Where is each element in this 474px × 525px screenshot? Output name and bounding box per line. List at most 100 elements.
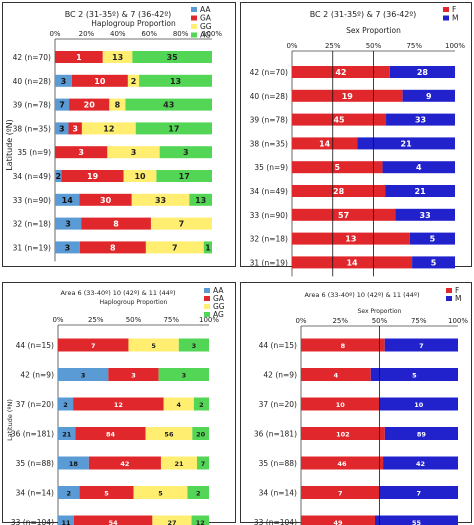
x-tick-label: 25% <box>332 317 348 325</box>
y-category-label: 38 (n=35) <box>250 139 288 148</box>
bar-segment-aa <box>58 486 80 499</box>
bar-value-label: 10 <box>336 401 346 409</box>
bar-value-label: 46 <box>338 460 348 468</box>
bar-value-label: 42 <box>416 460 425 468</box>
bar-value-label: 20 <box>84 101 96 110</box>
bar-value-label: 33 <box>420 211 431 220</box>
y-category-label: 39 (n=78) <box>250 116 288 125</box>
bar-value-label: 3 <box>81 372 86 380</box>
bar-segment-f <box>292 137 358 150</box>
bar-value-label: 13 <box>112 53 123 62</box>
bar-value-label: 8 <box>341 342 346 350</box>
bar-segment-f <box>301 456 384 470</box>
legend-swatch-ag <box>191 32 197 38</box>
bar-value-label: 5 <box>412 372 417 380</box>
bar-value-label: 4 <box>334 372 339 380</box>
bar-value-label: 17 <box>168 124 179 133</box>
bar-value-label: 27 <box>167 519 176 525</box>
bar-segment-gg <box>145 241 204 254</box>
bar-value-label: 21 <box>62 431 72 439</box>
bar-segment-m <box>395 208 455 221</box>
bar-value-label: 49 <box>333 519 343 525</box>
bar-segment-ga <box>68 122 82 135</box>
bar-value-label: 3 <box>59 124 65 133</box>
bar-segment-m <box>384 338 458 352</box>
x-axis-title: Haplogroup Proportion <box>91 19 176 28</box>
bar-segment-ag <box>191 515 209 525</box>
chart-br: Area 6 (33-40º) 10 (42º) & 11 (44º) Sex P… <box>254 286 468 525</box>
bar-segment-f <box>301 515 375 525</box>
bar-value-label: 2 <box>55 172 61 181</box>
bar-value-label: 30 <box>100 196 112 205</box>
bar-segment-ga <box>79 486 134 499</box>
bar-value-label: 7 <box>416 490 421 498</box>
bar-segment-f <box>292 232 410 245</box>
bar-segment-ga <box>55 51 103 63</box>
y-category-label: 35 (n=88) <box>259 459 297 468</box>
bar-value-label: 28 <box>417 68 429 77</box>
x-tick-label: 40% <box>110 30 126 38</box>
bar-value-label: 7 <box>201 460 206 468</box>
legend-swatch-aa <box>191 7 197 12</box>
bar-value-label: 57 <box>338 211 349 220</box>
legend-label: AG <box>200 31 211 40</box>
bar-value-label: 10 <box>94 77 106 86</box>
bar-segment-m <box>379 397 458 411</box>
x-tick-label: 75% <box>411 317 427 325</box>
chart-tl: BC 2 (31-35º) & 7 (36-42º)Haplogroup Pro… <box>5 5 222 262</box>
legend-label: GA <box>213 294 225 303</box>
bar-segment-ag <box>158 368 209 381</box>
bar-segment-m <box>382 161 455 174</box>
bar-value-label: 17 <box>179 172 190 181</box>
bar-value-label: 2 <box>63 401 68 409</box>
y-axis-title: Latitude (ºN) <box>5 119 14 170</box>
bar-segment-ga <box>61 170 124 182</box>
x-tick-label: 25% <box>325 42 341 50</box>
bar-segment-f <box>301 368 371 381</box>
chart-bl: Area 6 (33-40º) 10 (42º) & 11 (44º) Haplo… <box>6 286 225 525</box>
bar-segment-gg <box>160 456 197 470</box>
legend-label: AA <box>200 5 211 14</box>
chart-title: Area 6 (33-40º) 10 (42º) & 11 (44º) <box>304 291 419 299</box>
y-category-label: 40 (n=28) <box>250 92 288 101</box>
y-axis-title: Latitude (ºN) <box>6 399 14 441</box>
y-category-label: 42 (n=9) <box>20 371 54 380</box>
bar-value-label: 5 <box>104 490 109 498</box>
bar-segment-gg <box>131 193 190 206</box>
bar-value-label: 7 <box>172 243 178 252</box>
bar-segment-ag <box>192 427 209 440</box>
y-category-label: 44 (n=15) <box>16 341 54 350</box>
y-category-label: 36 (n=181) <box>254 430 297 439</box>
bar-segment-aa <box>55 193 80 206</box>
bar-segment-ag <box>125 98 212 111</box>
y-category-label: 35 (n=88) <box>16 459 54 468</box>
y-category-label: 34 (n=49) <box>13 172 51 181</box>
legend-swatch-m <box>446 296 452 301</box>
bar-value-label: 2 <box>196 490 201 498</box>
bar-segment-gg <box>109 98 126 111</box>
bar-value-label: 3 <box>61 77 67 86</box>
bar-segment-ga <box>73 515 153 525</box>
bar-value-label: 14 <box>346 258 358 267</box>
x-tick-label: 60% <box>141 30 157 38</box>
bar-value-label: 21 <box>174 460 184 468</box>
bar-value-label: 13 <box>170 77 181 86</box>
bar-segment-m <box>370 368 458 381</box>
bar-value-label: 7 <box>91 342 96 350</box>
bar-segment-ag <box>203 241 212 254</box>
x-tick-label: 0% <box>295 317 306 325</box>
bar-segment-ga <box>58 338 129 352</box>
bar-segment-aa <box>55 98 70 111</box>
bar-segment-ga <box>73 397 164 411</box>
bar-value-label: 7 <box>179 220 185 229</box>
x-tick-label: 100% <box>445 42 465 50</box>
bar-value-label: 28 <box>333 187 345 196</box>
legend-swatch-gg <box>204 304 210 309</box>
bar-value-label: 3 <box>65 220 71 229</box>
bar-value-label: 10 <box>134 172 146 181</box>
bar-segment-gg <box>128 338 179 352</box>
legend-label: GG <box>200 22 212 31</box>
bar-value-label: 21 <box>401 139 413 148</box>
x-tick-label: 50% <box>372 317 388 325</box>
